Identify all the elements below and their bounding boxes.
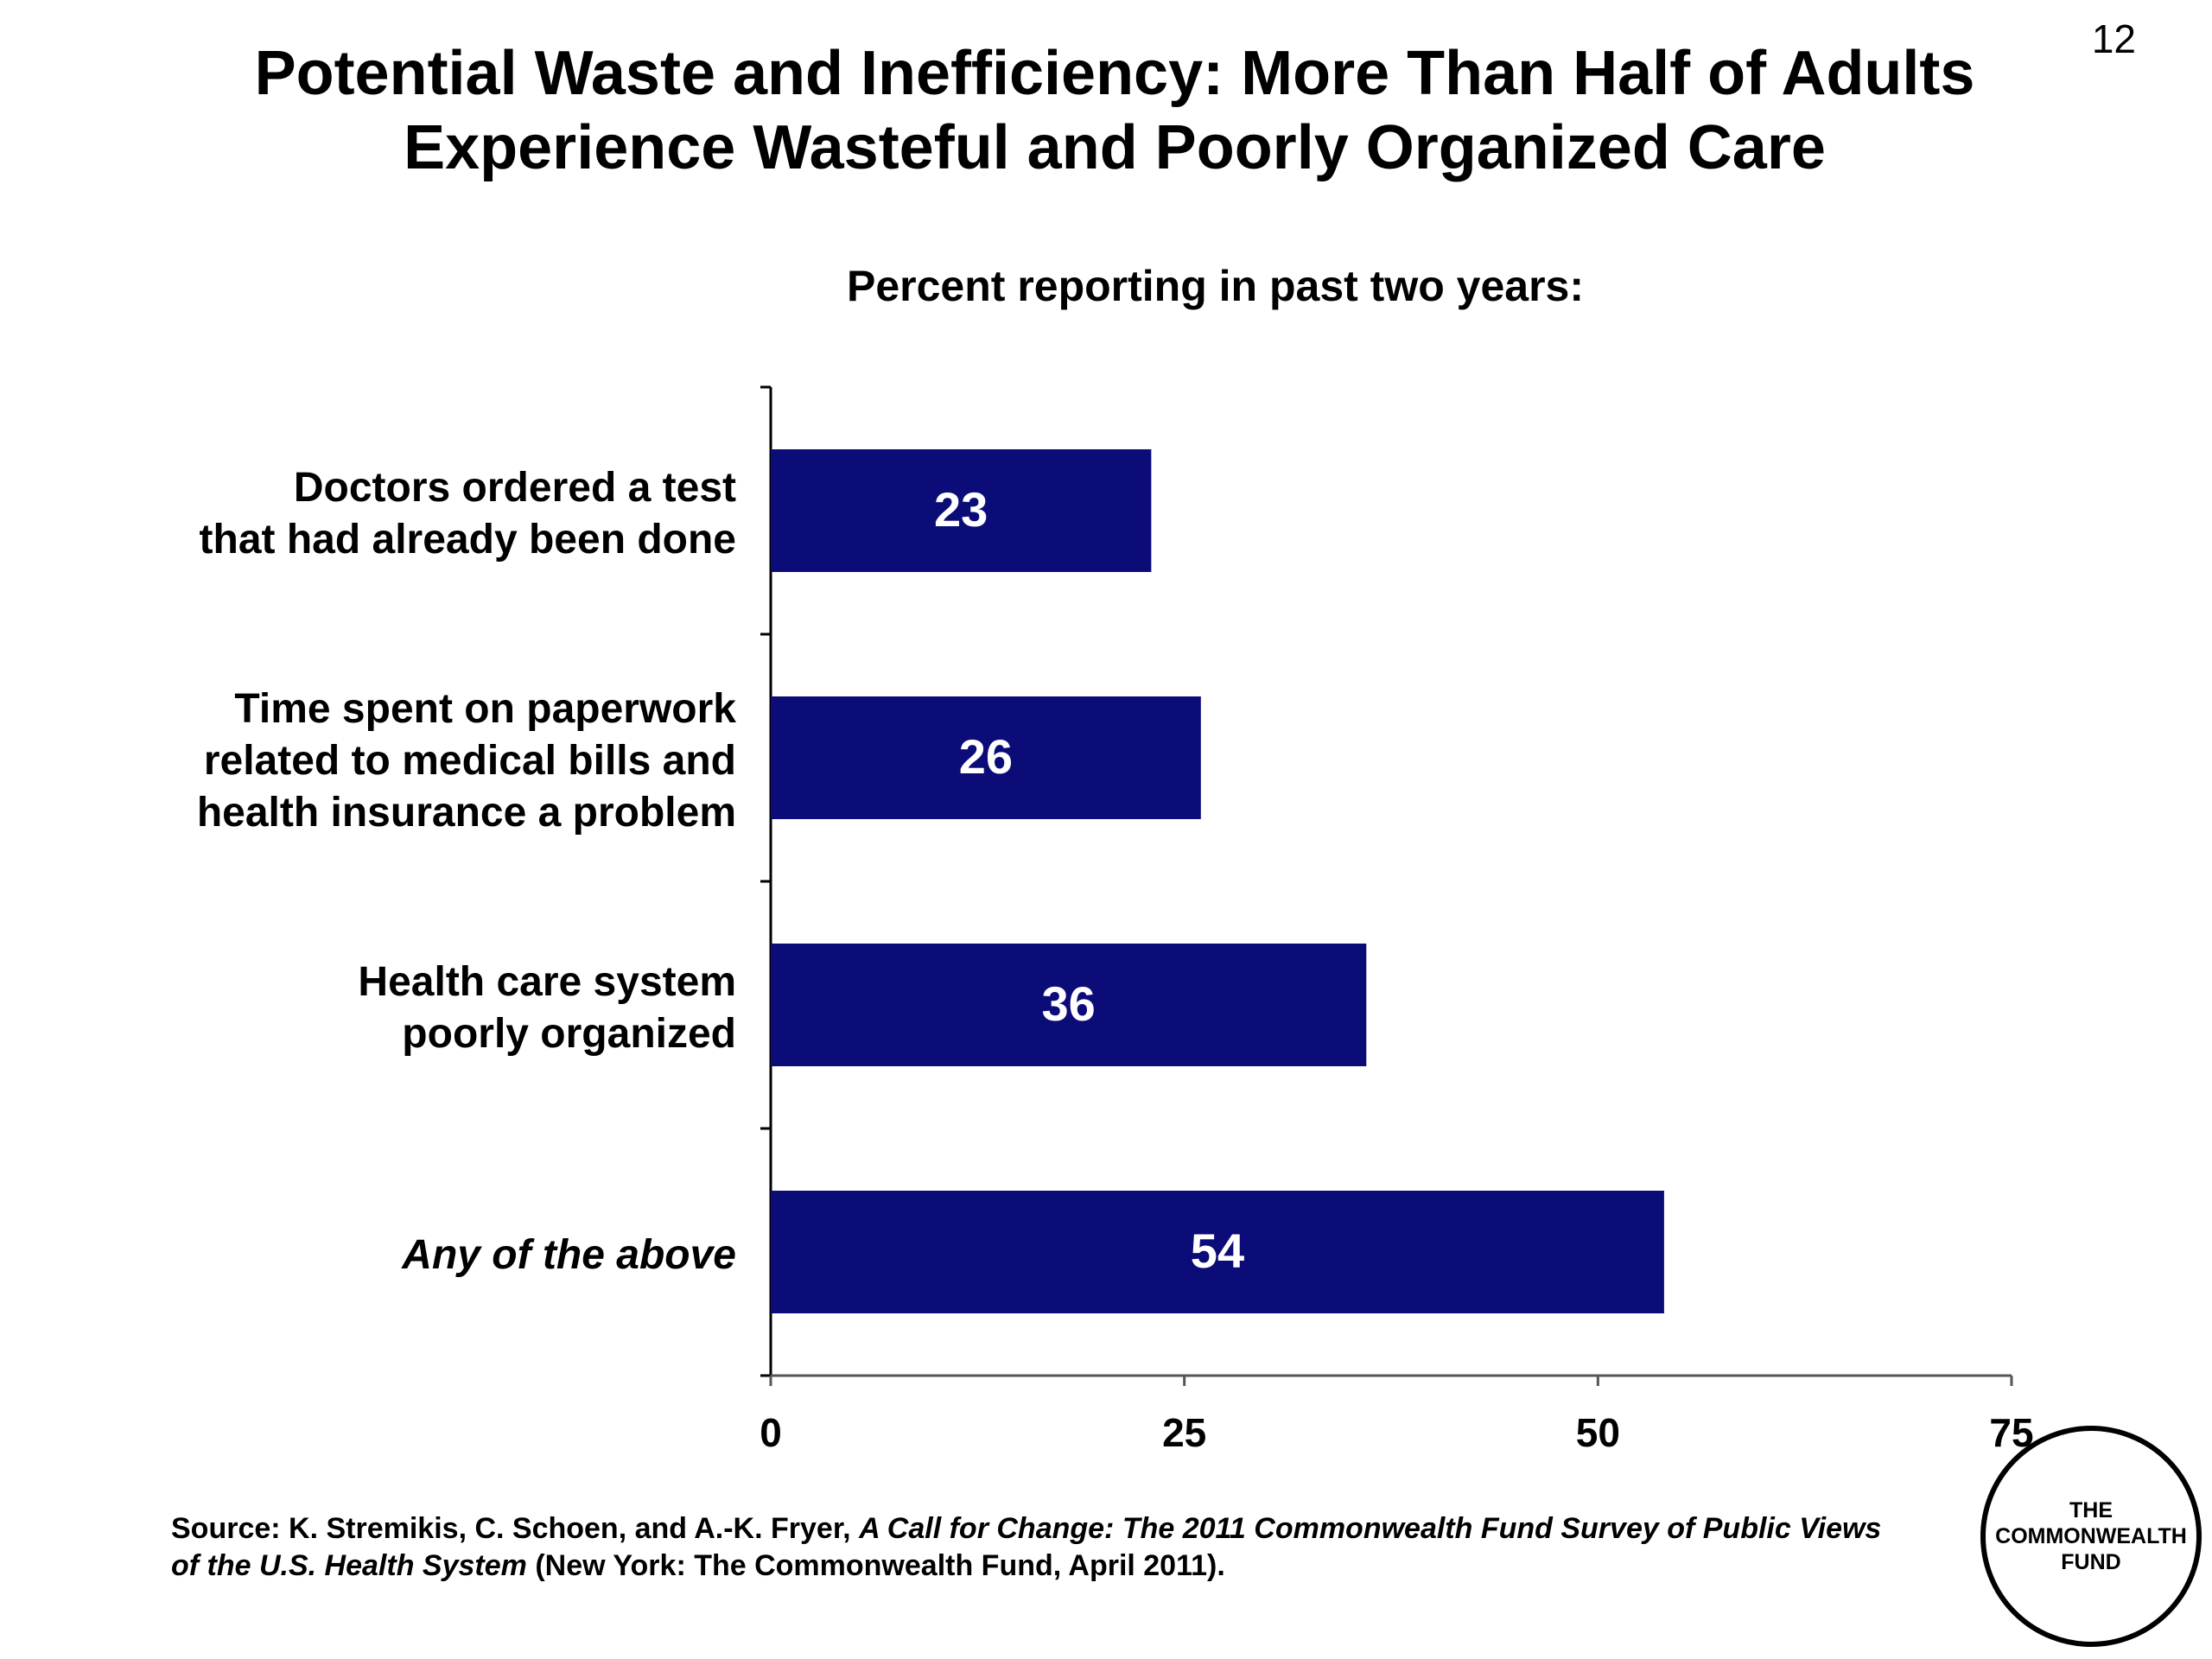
bar-value-label: 23 — [934, 482, 988, 537]
logo-line-2: COMMONWEALTH — [1995, 1524, 2187, 1548]
category-label-line: Any of the above — [402, 1232, 736, 1278]
bar — [771, 1191, 1664, 1313]
source-note: Source: K. Stremikis, C. Schoen, and A.-… — [171, 1510, 1899, 1585]
category-label: Health care system poorly organized — [79, 957, 736, 1060]
source-prefix: Source: K. Stremikis, C. Schoen, and A.-… — [171, 1512, 860, 1545]
bar — [771, 449, 1152, 572]
bar — [771, 696, 1201, 819]
title-line-2: Experience Wasteful and Poorly Organized… — [404, 113, 1826, 182]
category-label-line: Doctors ordered a test — [293, 465, 736, 511]
x-tick-label: 0 — [760, 1410, 782, 1455]
x-tick-label: 25 — [1162, 1410, 1206, 1455]
category-label-line: Health care system — [358, 959, 736, 1005]
chart-subtitle: Percent reporting in past two years: — [847, 262, 1584, 310]
bar-value-label: 54 — [1191, 1224, 1244, 1278]
category-label: Doctors ordered a test that had already b… — [79, 462, 736, 566]
logo-line-1: THE — [2069, 1498, 2113, 1522]
category-label-line: Time spent on paperwork — [234, 686, 736, 732]
source-title: A Call for Change: The 2011 Commonwealth… — [171, 1512, 1882, 1582]
bar-value-label: 26 — [959, 729, 1013, 784]
category-label: Time spent on paperwork related to medica… — [79, 683, 736, 839]
page-title: Potential Waste and Inefficiency: More T… — [138, 36, 2091, 185]
source-suffix: (New York: The Commonwealth Fund, April … — [526, 1549, 1225, 1582]
bar — [771, 944, 1367, 1066]
category-label-line: health insurance a problem — [196, 790, 736, 836]
x-tick-label: 50 — [1576, 1410, 1620, 1455]
page-number: 12 — [2091, 16, 2136, 61]
category-label-line: poorly organized — [402, 1011, 736, 1057]
category-label: Any of the above — [79, 1230, 736, 1281]
category-label-line: that had already been done — [199, 517, 736, 563]
bar-value-label: 36 — [1041, 976, 1095, 1031]
category-label-line: related to medical bills and — [203, 738, 736, 784]
logo-line-3: FUND — [2061, 1550, 2121, 1574]
commonwealth-fund-logo: THE COMMONWEALTH FUND — [1980, 1426, 2202, 1647]
title-line-1: Potential Waste and Inefficiency: More T… — [254, 39, 1975, 108]
